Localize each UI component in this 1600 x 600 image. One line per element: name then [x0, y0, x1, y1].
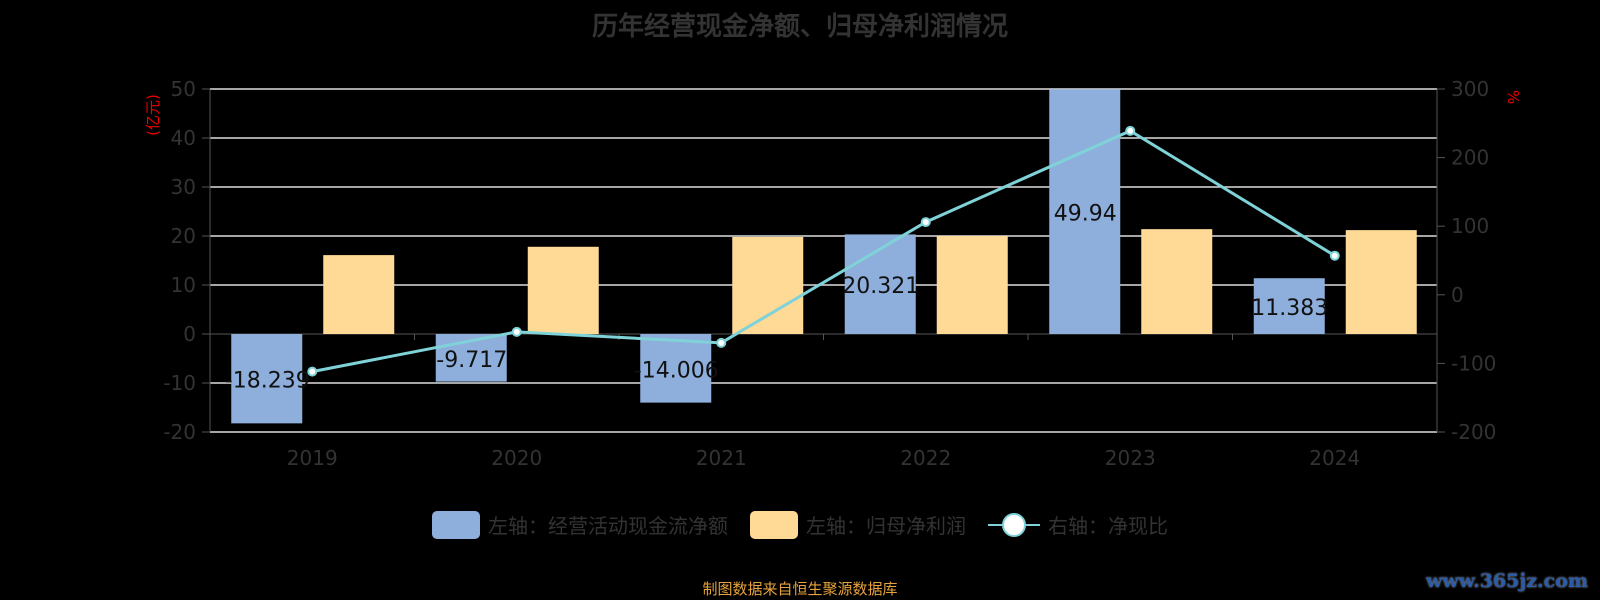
bar-cashflow	[1253, 278, 1325, 334]
bar-profit	[527, 246, 599, 334]
legend-label: 左轴：经营活动现金流净额	[488, 514, 728, 538]
bar-profit	[936, 236, 1008, 334]
bar-label: -9.717	[436, 348, 507, 373]
bar-label: 11.383	[1251, 296, 1328, 321]
x-tick-label: 2022	[900, 446, 951, 470]
chart-title: 历年经营现金净额、归母净利润情况	[591, 12, 1008, 42]
legend-line-icon	[988, 511, 1040, 539]
y-left-tick-label: 30	[171, 175, 196, 199]
bar-label: -14.006	[634, 358, 719, 383]
x-tick-label: 2021	[696, 446, 747, 470]
legend-swatch	[750, 510, 798, 539]
bar-profit	[732, 236, 804, 334]
line-point	[511, 326, 522, 337]
bar-cashflow	[1049, 89, 1121, 334]
line-point	[1125, 125, 1136, 136]
bar-profit	[323, 255, 395, 334]
y-right-axis-label: %	[1504, 90, 1522, 104]
y-left-tick-label: 40	[171, 126, 196, 150]
legend-swatch	[432, 510, 480, 539]
y-left-tick-label: 10	[171, 273, 196, 297]
bar-cashflow	[640, 334, 712, 403]
bar-label: 20.321	[842, 274, 919, 299]
bar-profit	[1141, 229, 1213, 334]
y-right-tick-label: 0	[1451, 283, 1464, 307]
legend-item-profit[interactable]: 左轴：归母净利润	[750, 510, 966, 539]
line-point	[1329, 250, 1340, 261]
y-left-tick-label: -10	[163, 371, 196, 395]
line-point	[716, 337, 727, 348]
line-ratio	[311, 129, 1336, 374]
legend-item-ratio[interactable]: 右轴：净现比	[988, 510, 1168, 539]
y-right-tick-label: -200	[1451, 420, 1496, 444]
bar-cashflow	[231, 334, 303, 424]
y-left-tick-label: 50	[171, 77, 196, 101]
legend: 左轴：经营活动现金流净额 左轴：归母净利润 右轴：净现比	[0, 510, 1600, 539]
y-left-tick-label: 20	[171, 224, 196, 248]
y-right-tick-label: 300	[1451, 77, 1489, 101]
line-point	[920, 217, 931, 228]
y-right-tick-label: -100	[1451, 351, 1496, 375]
bar-profit	[1345, 230, 1417, 334]
legend-label: 右轴：净现比	[1048, 514, 1168, 538]
y-left-axis-label: (亿元)	[144, 94, 162, 136]
watermark: www.365jz.com	[1425, 570, 1588, 592]
x-tick-label: 2023	[1105, 446, 1156, 470]
y-right-tick-label: 200	[1451, 146, 1489, 170]
legend-item-cashflow[interactable]: 左轴：经营活动现金流净额	[432, 510, 728, 539]
y-right-tick-label: 100	[1451, 214, 1489, 238]
bar-label: -18.239	[225, 369, 310, 394]
data-source: 制图数据来自恒生聚源数据库	[702, 580, 898, 598]
y-left-tick-label: -20	[163, 420, 196, 444]
bar-cashflow	[844, 234, 916, 334]
y-left-tick-label: 0	[183, 322, 196, 346]
x-tick-label: 2019	[287, 446, 338, 470]
x-tick-label: 2020	[491, 446, 542, 470]
x-tick-label: 2024	[1309, 446, 1360, 470]
line-point	[307, 366, 318, 377]
bar-label: 49.94	[1054, 202, 1117, 227]
legend-label: 左轴：归母净利润	[806, 514, 966, 538]
